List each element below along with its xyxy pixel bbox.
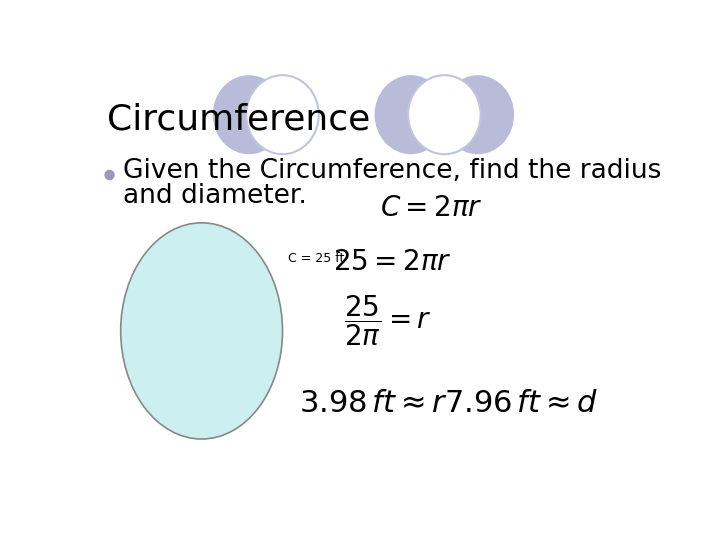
Ellipse shape	[408, 75, 481, 154]
Ellipse shape	[441, 75, 514, 154]
Text: and diameter.: and diameter.	[124, 183, 307, 209]
Ellipse shape	[374, 75, 447, 154]
Text: Given the Circumference, find the radius: Given the Circumference, find the radius	[124, 158, 662, 184]
Text: $3.98\,ft \approx r$: $3.98\,ft \approx r$	[300, 389, 449, 418]
Ellipse shape	[213, 75, 285, 154]
Ellipse shape	[121, 223, 282, 439]
Text: $7.96\,ft \approx d$: $7.96\,ft \approx d$	[444, 389, 599, 418]
Text: $\dfrac{25}{2\pi} = r$: $\dfrac{25}{2\pi} = r$	[344, 293, 431, 348]
Text: C = 25 ft: C = 25 ft	[288, 252, 344, 265]
Text: $25 = 2\pi r$: $25 = 2\pi r$	[333, 248, 451, 276]
Ellipse shape	[105, 171, 114, 180]
Ellipse shape	[246, 75, 319, 154]
Text: $C = 2\pi r$: $C = 2\pi r$	[380, 194, 483, 222]
Text: Circumference: Circumference	[107, 102, 370, 136]
